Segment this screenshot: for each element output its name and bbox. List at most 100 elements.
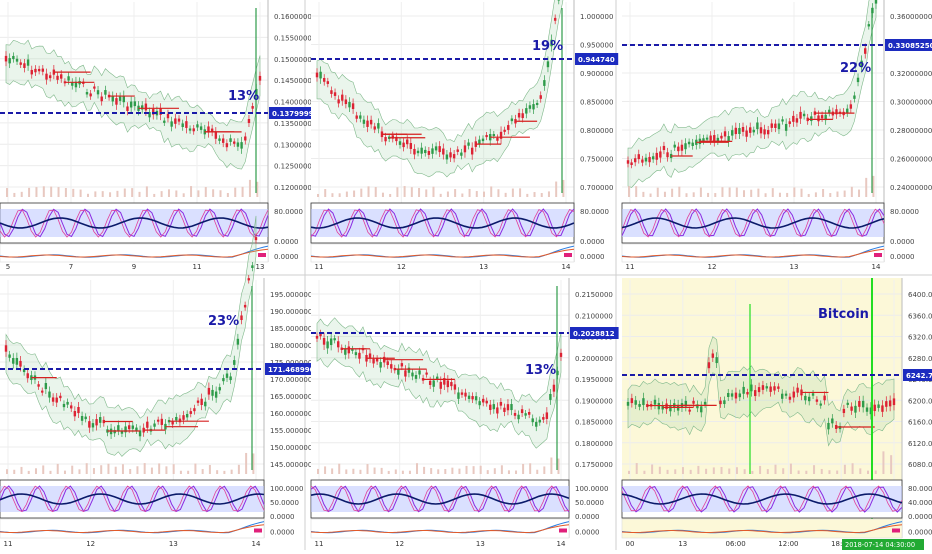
volume-bar <box>20 466 23 474</box>
volume-bar <box>446 191 449 197</box>
gain-label: 22% <box>840 61 871 76</box>
candle-body <box>117 425 120 431</box>
volume-bar <box>465 465 468 474</box>
volume-bar <box>324 189 327 197</box>
candle-body <box>251 106 254 109</box>
candle-body <box>148 112 151 118</box>
candle-body <box>23 63 26 68</box>
x-tick-label: 9 <box>132 263 136 271</box>
candle-body <box>244 136 247 141</box>
chart-panel-4: 195.00000000 190.00000000 185.00000000 180.… <box>0 215 330 548</box>
candle-body <box>141 105 144 110</box>
candle-body <box>372 358 375 364</box>
volume-bar <box>628 186 630 197</box>
candle-body <box>204 401 207 407</box>
volume-bar <box>194 463 197 474</box>
oscillator-band <box>311 486 569 512</box>
candle-body <box>770 123 773 128</box>
candle-body <box>653 399 657 405</box>
volume-bar <box>843 464 846 474</box>
volume-bar <box>197 190 200 197</box>
candle-body <box>827 422 830 430</box>
candle-body <box>815 399 819 402</box>
candle-body <box>532 104 535 110</box>
y-tick-label: 0.36000000 <box>890 13 932 21</box>
candle-body <box>756 122 759 130</box>
candle-body <box>745 130 748 137</box>
price-tag-label: 0.944740 <box>578 56 615 64</box>
candle-body <box>229 138 232 142</box>
volume-bar <box>85 463 88 474</box>
candle-body <box>322 338 326 345</box>
candle-body <box>531 418 534 423</box>
x-tick-label: 12 <box>395 540 404 548</box>
candle-body <box>12 55 15 60</box>
volume-bar <box>123 188 126 197</box>
candle-body <box>111 96 114 102</box>
volume-bar <box>248 179 251 197</box>
volume-bar <box>836 470 839 474</box>
oscillator-tick-label: 0.0000 <box>274 238 299 246</box>
volume-bar <box>497 189 500 197</box>
candle-body <box>687 141 691 145</box>
candle-body <box>431 148 434 154</box>
candle-body <box>414 375 418 379</box>
candle-body <box>84 416 87 420</box>
y-tick-label: 160.00000000 <box>270 410 321 418</box>
y-tick-label: 6360.00 <box>908 312 932 320</box>
volume-bar <box>766 469 769 474</box>
volume-bar <box>743 469 746 474</box>
candle-body <box>474 396 478 401</box>
volume-bar <box>504 192 507 197</box>
volume-bar <box>628 470 630 474</box>
volume-bar <box>56 463 59 474</box>
candle-body <box>233 360 236 365</box>
candle-body <box>384 137 387 142</box>
candle-body <box>178 418 182 423</box>
candle-body <box>188 128 192 131</box>
candle-body <box>80 416 84 421</box>
x-tick-label: 11 <box>193 263 202 271</box>
candle-body <box>846 108 849 113</box>
volume-bar <box>13 469 16 474</box>
candle-body <box>546 61 550 68</box>
volume-bar <box>786 192 789 197</box>
candle-body <box>326 81 330 84</box>
candle-body <box>386 361 389 366</box>
candle-body <box>796 387 799 393</box>
bollinger-band <box>316 317 562 449</box>
candle-body <box>442 148 445 155</box>
candle-body <box>368 353 372 359</box>
candle-body <box>102 419 106 424</box>
macd-histogram <box>258 253 266 257</box>
candle-body <box>648 156 651 163</box>
volume-bar <box>86 193 89 197</box>
candle-body <box>549 393 552 400</box>
candle-body <box>438 146 441 153</box>
volume-bar <box>50 186 53 197</box>
x-tick-label: 13 <box>169 540 178 548</box>
volume-bar <box>121 464 124 474</box>
volume-bar <box>656 187 659 197</box>
candle-body <box>543 80 546 86</box>
volume-bar <box>858 189 861 197</box>
volume-bar <box>179 470 182 474</box>
x-tick-label: 06:00 <box>726 540 746 548</box>
candle-body <box>489 404 492 410</box>
candle-body <box>22 368 26 373</box>
candle-body <box>684 143 687 150</box>
volume-bar <box>526 193 529 197</box>
y-tick-label: 0.14500000 <box>274 77 316 85</box>
bollinger-band <box>5 215 257 457</box>
candle-body <box>691 142 694 146</box>
macd-signal-line <box>0 524 265 534</box>
volume-bar <box>403 186 406 197</box>
candle-body <box>362 119 366 124</box>
oscillator-tick-label: 80.0000 <box>890 208 919 216</box>
candle-body <box>517 414 520 420</box>
candle-body <box>630 162 633 166</box>
y-tick-label: 185.00000000 <box>270 325 321 333</box>
candle-body <box>247 278 250 281</box>
candle-body <box>351 348 354 351</box>
candle-body <box>688 409 691 412</box>
